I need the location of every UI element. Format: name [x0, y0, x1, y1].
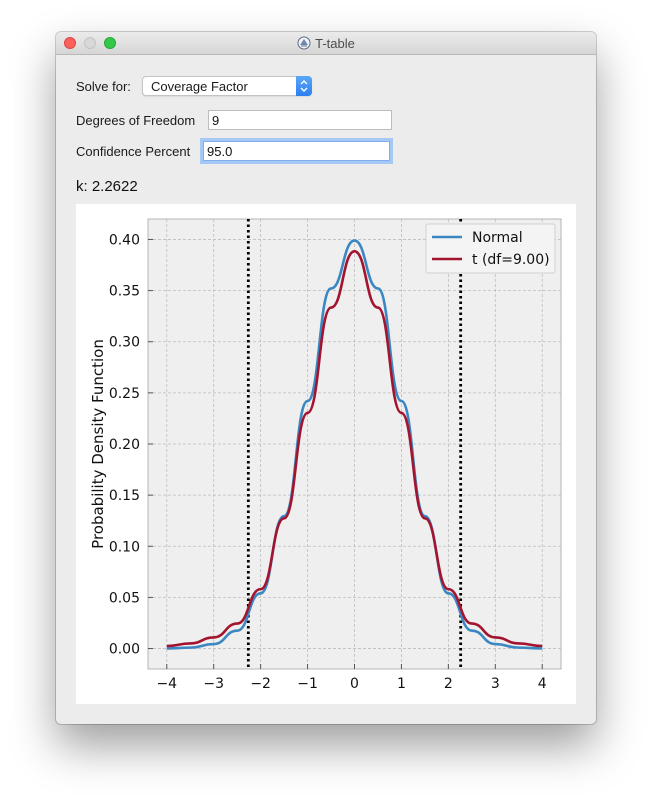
y-tick-label: 0.00	[109, 642, 140, 658]
x-tick-label: 2	[444, 676, 453, 692]
solve-for-label: Solve for:	[76, 79, 131, 94]
pdf-chart: −4 −3 −2 −1 0 1 2 3 4 0.00 0.05 0.10 0.15 0.20 0.25 0.…	[89, 218, 562, 692]
y-axis-label: Probability Density Function	[89, 339, 107, 549]
x-tick-label: 1	[397, 676, 406, 692]
x-tick-label: 4	[538, 676, 547, 692]
ttable-window: T-table Solve for: Coverage Factor Degre…	[56, 32, 596, 724]
y-tick-label: 0.30	[109, 335, 140, 351]
plot-panel: −4 −3 −2 −1 0 1 2 3 4 0.00 0.05 0.10 0.15 0.20 0.25 0.…	[76, 204, 576, 704]
dof-label: Degrees of Freedom	[76, 113, 196, 128]
y-tick-label: 0.40	[109, 232, 140, 248]
y-tick-label: 0.15	[109, 488, 140, 504]
title-bar[interactable]: T-table	[56, 32, 596, 55]
x-tick-label: −3	[203, 676, 224, 692]
y-tick-label: 0.20	[109, 437, 140, 453]
solve-for-value: Coverage Factor	[151, 79, 248, 94]
x-tick-label: 0	[350, 676, 359, 692]
legend-label-t: t (df=9.00)	[472, 252, 550, 268]
legend-label-normal: Normal	[472, 230, 523, 246]
window-title: T-table	[315, 35, 355, 51]
close-button[interactable]	[64, 37, 76, 49]
y-tick-label: 0.25	[109, 386, 140, 402]
zoom-button[interactable]	[104, 37, 116, 49]
app-icon	[297, 36, 311, 50]
solve-for-dropdown[interactable]: Coverage Factor	[142, 76, 312, 96]
y-tick-label: 0.35	[109, 284, 140, 300]
y-tick-label: 0.05	[109, 590, 140, 606]
minimize-button[interactable]	[84, 37, 96, 49]
dof-input[interactable]	[208, 110, 392, 130]
confidence-label: Confidence Percent	[76, 144, 191, 159]
y-tick-label: 0.10	[109, 539, 140, 555]
x-tick-label: −1	[297, 676, 318, 692]
x-tick-label: 3	[491, 676, 500, 692]
chevron-up-down-icon	[296, 76, 312, 96]
result-k: k: 2.2622	[76, 178, 138, 195]
x-tick-label: −4	[156, 676, 177, 692]
legend: Normal t (df=9.00)	[425, 223, 556, 274]
x-tick-label: −2	[250, 676, 271, 692]
confidence-input[interactable]	[203, 141, 390, 161]
